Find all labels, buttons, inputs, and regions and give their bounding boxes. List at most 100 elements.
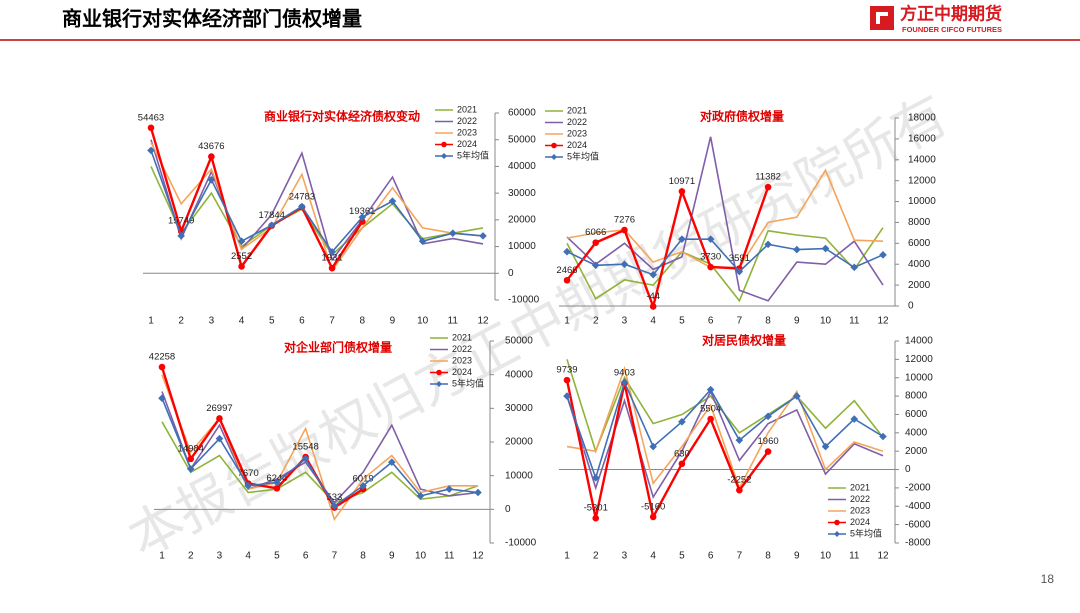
point [158, 363, 166, 371]
y-tick-label: 10000 [505, 470, 533, 481]
data-label: 17844 [259, 210, 285, 221]
data-label: 11382 [755, 172, 781, 183]
point [591, 261, 600, 270]
y-tick-label: -10000 [505, 538, 537, 549]
data-label: -5160 [641, 501, 665, 512]
point [707, 263, 714, 271]
x-tick-label: 8 [765, 316, 771, 327]
data-label: 43676 [198, 141, 224, 152]
point [591, 474, 600, 482]
point [735, 436, 744, 444]
data-label: 19361 [349, 206, 375, 217]
y-tick-label: 8000 [908, 217, 931, 228]
data-label: 15548 [292, 442, 318, 453]
series-line [566, 380, 884, 481]
legend-label: 5年均值 [457, 149, 489, 160]
point [736, 486, 743, 494]
point [592, 239, 600, 246]
series-line [566, 389, 884, 500]
data-label: -5301 [584, 503, 608, 514]
point [479, 232, 487, 240]
x-tick-label: 11 [448, 316, 459, 327]
y-tick-label: 50000 [508, 134, 536, 145]
x-tick-label: 9 [389, 551, 395, 562]
point [216, 415, 223, 422]
y-tick-label: 0 [505, 504, 511, 515]
data-label: 7670 [238, 468, 259, 479]
legend-label: 5年均值 [452, 377, 484, 388]
point [563, 392, 571, 400]
y-tick-label: 20000 [505, 437, 533, 448]
point [649, 513, 657, 521]
data-label: 15749 [168, 216, 194, 227]
y-tick-label: 60000 [508, 108, 536, 119]
point [678, 235, 686, 243]
point [678, 460, 686, 468]
x-tick-label: 8 [359, 316, 365, 327]
point [215, 434, 224, 443]
point [621, 226, 628, 234]
x-tick-label: 12 [877, 316, 889, 327]
data-label: 6019 [353, 474, 374, 485]
data-label: 5504 [700, 404, 721, 415]
data-label: 1960 [758, 436, 779, 447]
legend-label: 2021 [567, 105, 587, 115]
point [620, 378, 629, 387]
y-tick-label: 8000 [905, 391, 928, 402]
point [706, 235, 715, 243]
watermark: 本报告版权归方正中期期货研究院所有 [119, 85, 958, 569]
x-tick-label: 5 [679, 316, 685, 327]
legend-label: 2022 [457, 116, 477, 126]
y-tick-label: 16000 [908, 134, 936, 145]
point [821, 442, 830, 451]
series-line [566, 136, 884, 302]
legend-label: 2022 [567, 117, 587, 127]
point [678, 418, 686, 426]
x-tick-label: 12 [472, 551, 484, 562]
y-tick-label: 20000 [508, 214, 536, 225]
y-tick-label: 40000 [508, 161, 536, 172]
data-label: 26997 [206, 403, 232, 414]
point [238, 263, 245, 270]
x-tick-label: 3 [622, 316, 628, 327]
point [563, 376, 571, 384]
x-tick-label: 3 [209, 316, 215, 327]
point [649, 270, 657, 279]
y-tick-label: -6000 [905, 519, 931, 530]
point [707, 415, 714, 423]
data-label: 2466 [556, 265, 577, 276]
series-line [150, 166, 484, 256]
point [649, 442, 657, 451]
data-label: -44 [646, 291, 660, 302]
x-tick-label: 9 [794, 316, 800, 327]
legend-label: 2024 [567, 140, 587, 150]
x-tick-label: 6 [708, 316, 714, 327]
point [445, 485, 454, 493]
chart-title: 对政府债权增量 [700, 109, 784, 124]
legend-label: 2023 [452, 355, 472, 365]
y-tick-label: 12000 [908, 175, 936, 186]
y-tick-label: 30000 [508, 188, 536, 199]
x-tick-label: 10 [415, 551, 427, 562]
point [208, 153, 215, 160]
data-label: 3591 [729, 253, 750, 264]
chart-title: 对企业部门债权增量 [284, 340, 392, 355]
y-tick-label: 10000 [508, 241, 536, 252]
x-tick-label: 7 [332, 551, 338, 562]
y-tick-label: 4000 [905, 427, 928, 438]
data-label: 54463 [138, 112, 164, 123]
series-line [149, 127, 364, 271]
x-tick-label: 4 [650, 551, 656, 562]
legend-label: 2023 [850, 505, 870, 515]
legend-marker [436, 369, 442, 376]
legend-label: 2024 [457, 139, 477, 149]
point [177, 232, 185, 240]
x-tick-label: 4 [650, 316, 656, 327]
x-tick-label: 4 [245, 551, 251, 562]
point [273, 478, 281, 487]
point [244, 481, 252, 490]
point [649, 303, 657, 310]
x-tick-label: 5 [679, 551, 685, 562]
data-label: 3730 [700, 252, 721, 263]
